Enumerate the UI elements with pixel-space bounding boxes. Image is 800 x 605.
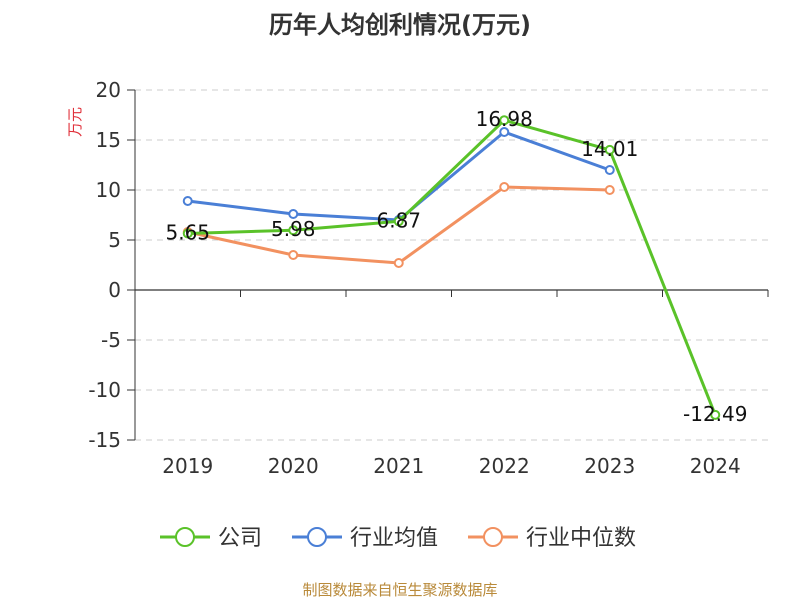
- data-point: [288, 225, 299, 236]
- series-lines: [182, 115, 721, 420]
- x-tick-label: 2023: [584, 454, 635, 478]
- chart-title: 历年人均创利情况(万元): [269, 11, 531, 39]
- data-labels: 5.65 5.98 6.87 16.98 14.01 -12.49: [165, 107, 747, 426]
- y-tick-label: -5: [101, 328, 121, 352]
- data-label: 16.98: [476, 107, 533, 131]
- y-axis-label: 万元: [66, 107, 84, 137]
- legend-label: 公司: [218, 526, 262, 551]
- legend-item[interactable]: 行业均值: [292, 526, 438, 551]
- data-point: [182, 196, 193, 206]
- data-point: [710, 409, 721, 420]
- y-tick-label: 20: [96, 78, 121, 102]
- data-point: [182, 228, 193, 239]
- legend-label: 行业中位数: [526, 526, 636, 551]
- x-tick-label: 2021: [373, 454, 424, 478]
- data-point: [604, 185, 615, 195]
- source-note: 制图数据来自恒生聚源数据库: [302, 581, 497, 599]
- data-point: [499, 182, 510, 192]
- data-point: [499, 127, 510, 137]
- data-label: 5.98: [271, 217, 316, 241]
- axes: 20 15 10 5 0 -5 -10 -15 2019 2020 2021 2022 2023 2024: [88, 78, 769, 478]
- x-tick-label: 2022: [479, 454, 530, 478]
- data-point: [393, 258, 404, 268]
- y-tick-label: 0: [108, 278, 121, 302]
- y-tick-label: 15: [96, 128, 121, 152]
- data-label: 14.01: [581, 137, 638, 161]
- data-point: [604, 144, 615, 155]
- legend-label: 行业均值: [350, 526, 438, 551]
- x-tick-label: 2020: [268, 454, 319, 478]
- y-tick-label: 10: [96, 178, 121, 202]
- legend: 公司 行业均值 行业中位数: [160, 526, 636, 551]
- legend-marker: [483, 527, 503, 547]
- series-line: [186, 130, 612, 222]
- legend-marker: [307, 527, 327, 547]
- series-line: [186, 118, 717, 417]
- x-tick-label: 2019: [162, 454, 213, 478]
- data-label: 6.87: [376, 208, 421, 232]
- legend-item[interactable]: 公司: [160, 526, 262, 551]
- y-tick-label: 5: [108, 228, 121, 252]
- data-point: [499, 115, 510, 126]
- x-tick-label: 2024: [690, 454, 741, 478]
- data-point: [288, 209, 299, 219]
- data-point: [393, 216, 404, 227]
- grid-lines: [135, 89, 768, 441]
- data-label: -12.49: [683, 402, 747, 426]
- legend-item[interactable]: 行业中位数: [468, 526, 636, 551]
- data-point: [604, 165, 615, 175]
- data-point: [288, 250, 299, 260]
- data-label: 5.65: [165, 221, 210, 245]
- legend-marker: [175, 527, 195, 547]
- y-tick-label: -15: [88, 428, 121, 452]
- y-tick-label: -10: [88, 378, 121, 402]
